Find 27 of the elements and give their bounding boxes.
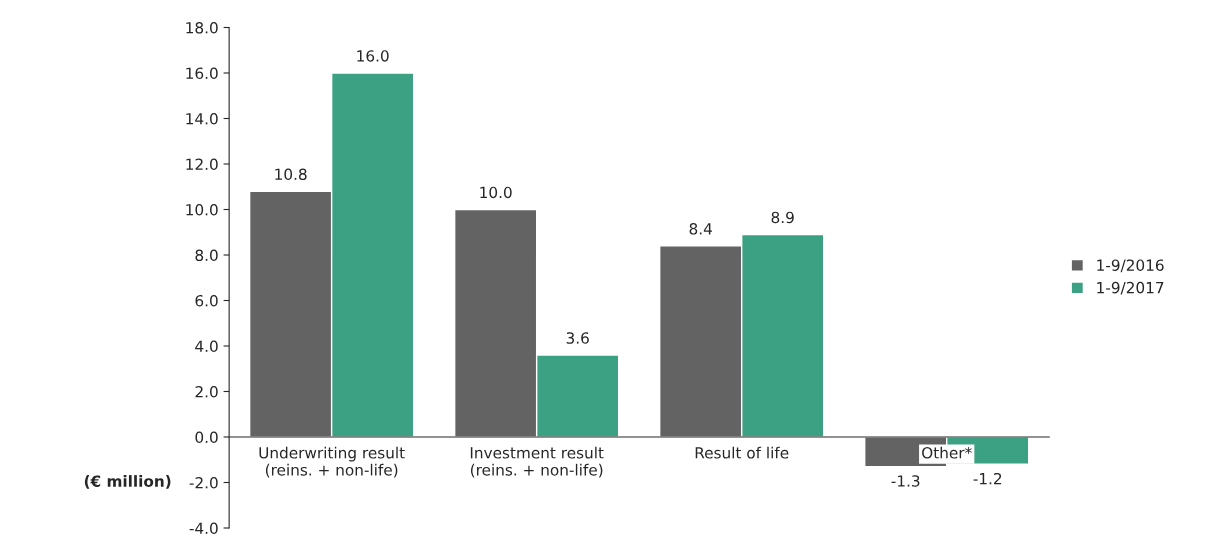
x-tick-label: Other* — [922, 446, 972, 459]
data-label: 16.0 — [357, 50, 389, 62]
data-label: 8.4 — [689, 223, 712, 235]
data-label: -1.2 — [973, 472, 1002, 485]
y-tick-label: 6.0 — [195, 294, 218, 307]
y-tick-label: 0.0 — [195, 431, 218, 444]
data-label: 8.9 — [771, 211, 794, 224]
y-tick-label: 10.0 — [186, 203, 218, 216]
y-tick-label: 14.0 — [186, 112, 218, 125]
data-label: 10.8 — [275, 168, 307, 181]
data-label: 10.0 — [480, 186, 512, 199]
y-tick-label: 8.0 — [195, 249, 218, 262]
legend-label: 1-9/2016 — [1097, 259, 1164, 273]
y-tick-label: 18.0 — [186, 21, 218, 34]
y-tick-label: 2.0 — [195, 385, 218, 398]
data-label: 3.6 — [566, 332, 589, 344]
y-tick-label: 12.0 — [186, 158, 218, 171]
y-tick-label: -2.0 — [189, 476, 218, 489]
y-tick-label: -4.0 — [189, 522, 218, 535]
y-tick-label: 16.0 — [186, 67, 218, 80]
data-label: -1.3 — [891, 475, 920, 487]
x-tick-label: Investment result (reins. + non-life) — [470, 446, 604, 478]
y-tick-label: 4.0 — [195, 340, 218, 353]
y-axis-title: (€ million) — [84, 475, 171, 489]
legend-label: 1-9/2017 — [1097, 281, 1164, 295]
x-tick-label: Result of life — [695, 446, 789, 459]
x-tick-label: Underwriting result (reins. + non-life) — [259, 446, 405, 478]
